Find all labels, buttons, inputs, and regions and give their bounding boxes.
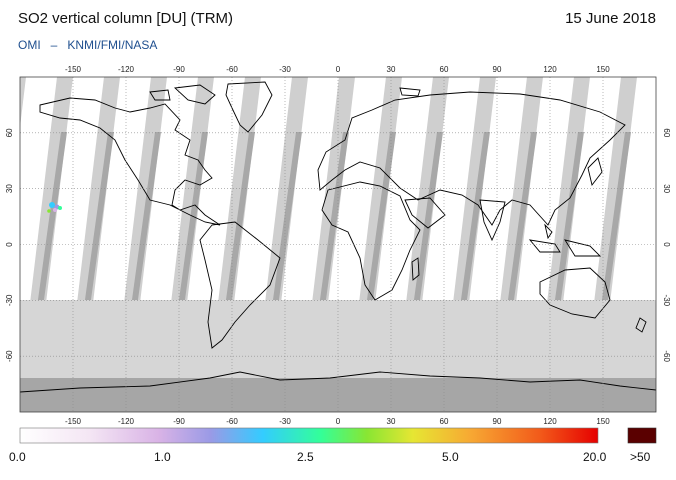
lon-tick-label-top: 30 [387,65,396,74]
map-frame [19,76,657,413]
lon-tick-label-bottom: 30 [387,417,396,426]
lat-tick-label-right: -30 [662,295,671,307]
south-america-coast [199,221,281,349]
lon-tick-label-top: -150 [65,65,82,74]
lat-tick-label-left: -60 [5,350,14,362]
swath-overlap [507,132,537,307]
swath-overlap [84,132,114,307]
lon-tick-label-bottom: -60 [226,417,238,426]
instrument-label: OMI [18,38,41,52]
swath-overlap [272,132,302,307]
madagascar-coast [411,257,420,281]
eurasia-coast [317,91,626,226]
swath-gap [20,77,26,128]
agency-label: KNMI/FMI/NASA [67,38,158,52]
graticule [20,77,656,412]
swath-overlap [0,132,20,307]
north-america-coast [39,97,221,226]
colorbar-label-3: 5.0 [442,450,459,464]
lat-tick-label-left: 60 [5,128,14,137]
swath-overlap [131,132,161,307]
lon-tick-label-top: 90 [493,65,502,74]
swath-overlap [413,132,443,307]
lat-tick-label-right: 0 [662,242,671,247]
swath-overlap [554,132,584,307]
lon-tick-label-bottom: 120 [543,417,557,426]
map-title: SO2 vertical column [DU] (TRM) [18,10,234,27]
map-area [0,77,656,412]
colorbar-label-min: 0.0 [9,450,26,464]
lon-tick-label-bottom: 0 [336,417,341,426]
swath-overlap [319,132,349,307]
australia-coast [539,267,611,319]
source-separator: – [50,38,58,52]
overflow-swatch [627,427,657,444]
india-coast [479,199,506,242]
lon-tick-label-bottom: 60 [440,417,449,426]
lat-tick-label-left: -30 [5,294,14,306]
colorbar-label-2: 2.5 [297,450,314,464]
colorbar-label-max: 20.0 [583,450,607,464]
greenland-coast [225,81,273,133]
arctic-islands-coast [149,84,421,105]
lon-tick-label-top: 120 [543,65,557,74]
latitude-labels-right: 60 30 0 -30 -60 [662,128,671,362]
lon-tick-label-bottom: -150 [65,417,82,426]
map-date: 15 June 2018 [565,10,656,27]
colorbar [19,427,599,444]
lat-tick-label-right: 60 [662,128,671,137]
colorbar-label-1: 1.0 [154,450,171,464]
lon-tick-label-top: 0 [336,65,341,74]
lon-tick-label-top: -30 [279,65,291,74]
so2-plume-point [47,209,51,213]
lon-tick-label-top: 150 [596,65,610,74]
lon-tick-label-top: -90 [173,65,185,74]
swath-overlap [601,132,631,307]
lon-tick-label-top: -60 [226,65,238,74]
swath-overlap [366,132,396,307]
lon-tick-label-bottom: 90 [493,417,502,426]
lon-tick-label-top: 60 [440,65,449,74]
lat-tick-label-right: 30 [662,184,671,193]
lat-tick-label-left: 0 [5,242,14,247]
longitude-labels-top: -150 -120 -90 -60 -30 0 30 60 90 120 150 [65,65,610,74]
so2-plume [47,202,62,213]
lon-tick-label-bottom: -120 [118,417,135,426]
swath-overlap [225,132,255,307]
lat-tick-label-right: -60 [662,350,671,362]
lon-tick-label-bottom: -90 [173,417,185,426]
lon-tick-label-bottom: 150 [596,417,610,426]
arabia-coast [404,197,446,229]
so2-plume-point [58,206,62,210]
coastlines [20,81,656,393]
colorbar-overflow-label: >50 [630,450,651,464]
lat-tick-label-left: 30 [5,184,14,193]
source-credit: OMI – KNMI/FMI/NASA [18,38,157,52]
lon-tick-label-top: -120 [118,65,135,74]
swath-overlap [178,132,208,307]
longitude-labels-bottom: -150 -120 -90 -60 -30 0 30 60 90 120 150 [65,417,610,426]
so2-plume-point [49,202,55,208]
swath-overlap [460,132,490,307]
latitude-labels-left: 60 30 0 -30 -60 [5,128,14,362]
antarctica-coast [20,371,656,393]
lon-tick-label-bottom: -30 [279,417,291,426]
southeast-asia-islands-coast [528,223,602,257]
new-zealand-coast [635,317,647,333]
swath-overlap [37,132,67,307]
so2-plume-point [53,208,57,212]
japan-coast [587,157,603,187]
africa-coast [321,181,421,301]
